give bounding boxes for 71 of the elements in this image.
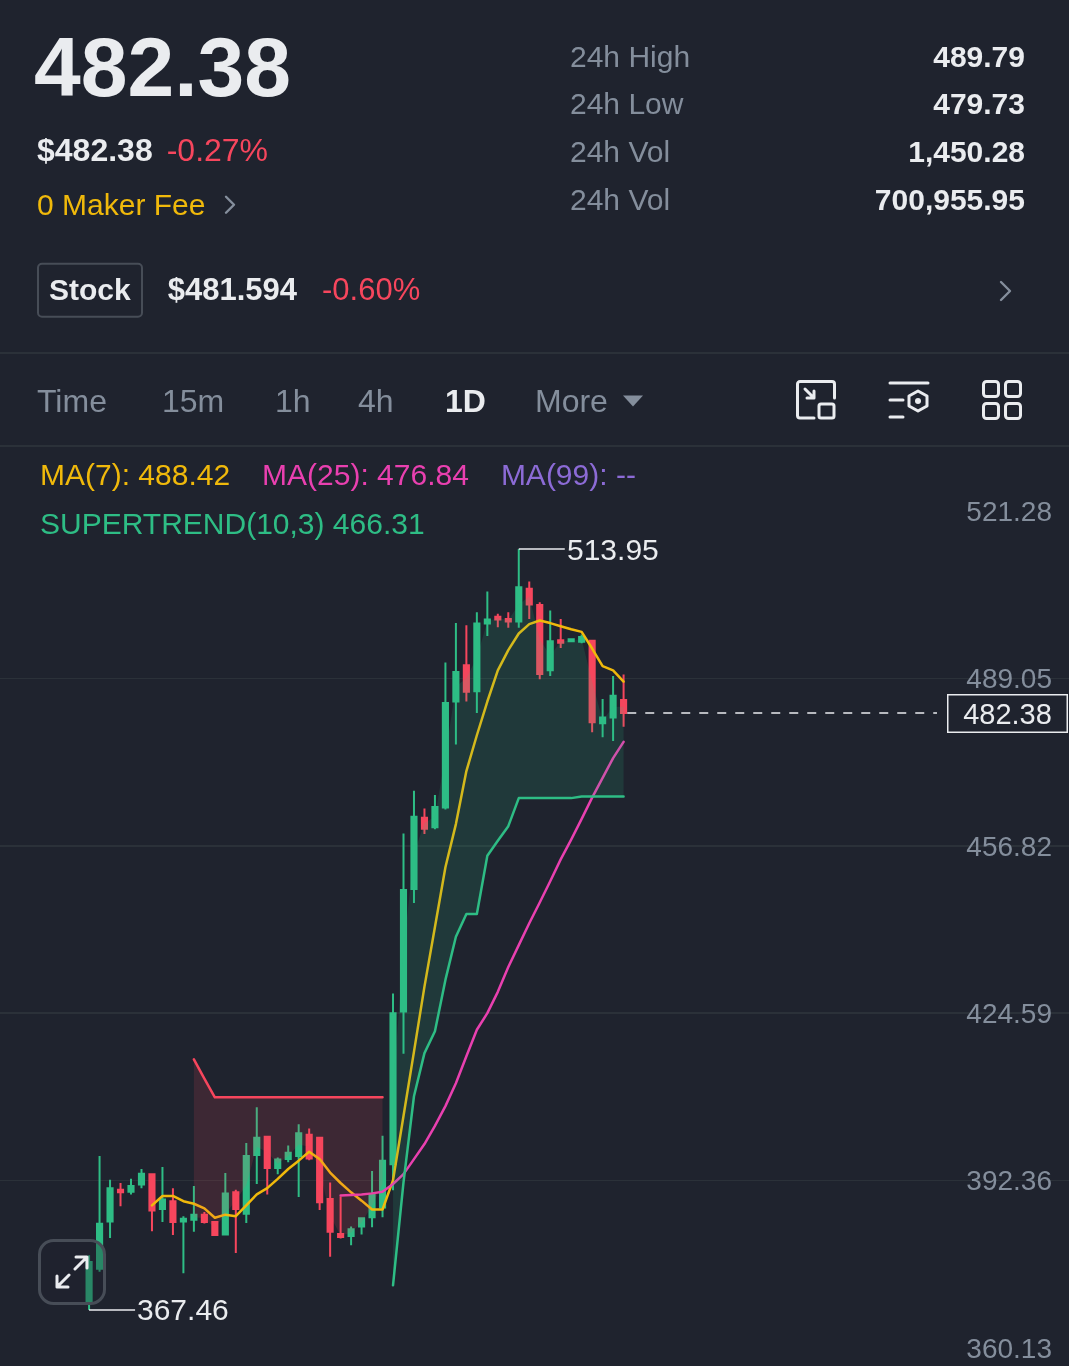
text: MA(25): 476.84 (262, 457, 469, 493)
text: -0.27% (166, 131, 269, 169)
text: SUPERTREND(10,3) 466.31 (40, 506, 425, 542)
annotation: 513.95 (567, 533, 659, 566)
candlestick (620, 673, 628, 728)
candlestick (473, 611, 481, 714)
y-tick-label: 360.13 (966, 1332, 1052, 1364)
candlestick (452, 622, 460, 746)
text: 700,955.95 (874, 182, 1025, 218)
candlestick (190, 1185, 198, 1233)
candlestick (106, 1178, 114, 1240)
candlestick (263, 1134, 271, 1196)
text: $482.38 (37, 131, 153, 169)
text: 24h High (570, 39, 691, 75)
candlestick (232, 1188, 240, 1255)
y-tick-label: 424.59 (966, 998, 1052, 1029)
text: 24h Vol (570, 134, 671, 170)
text: -0.60% (322, 272, 421, 308)
candlestick (378, 1134, 387, 1219)
candlestick (389, 992, 397, 1192)
line-series (339, 740, 625, 1197)
text: 1h (275, 382, 311, 420)
candlestick (557, 617, 565, 650)
candlestick (179, 1215, 187, 1275)
y-tick-label: 392.36 (966, 1165, 1052, 1197)
candlestick (609, 675, 617, 742)
text: Time (37, 382, 107, 420)
y-tick-label: 521.28 (966, 495, 1052, 527)
text: 4h (358, 382, 394, 420)
candlestick (431, 794, 439, 831)
text: More (535, 382, 608, 420)
text: 1,450.28 (908, 134, 1025, 170)
text: 479.73 (933, 86, 1025, 122)
text: 24h Vol (570, 182, 671, 218)
candlestick (599, 697, 607, 739)
candlestick (158, 1165, 167, 1223)
candlestick (410, 789, 418, 905)
candlestick (337, 1195, 345, 1240)
text: 15m (162, 382, 225, 420)
candlestick (148, 1173, 156, 1233)
line-series (150, 619, 625, 1220)
candlestick (127, 1177, 135, 1196)
y-tick-label: 456.82 (966, 830, 1052, 862)
text: Stock (37, 262, 143, 318)
candlestick (316, 1135, 324, 1211)
chart-title: 482.38 (34, 19, 291, 114)
candlestick (399, 832, 408, 1055)
candlestick (274, 1158, 282, 1176)
candlestick (494, 612, 502, 629)
text: MA(7): 488.42 (40, 457, 231, 493)
annotation: 367.46 (137, 1293, 229, 1326)
candlestick (546, 609, 554, 678)
text: 1D (445, 382, 486, 420)
candlestick (326, 1181, 334, 1258)
y-tick-label: 489.05 (966, 663, 1052, 695)
line-series (391, 795, 625, 1287)
ref-line-label: 482.38 (963, 697, 1052, 730)
text: 489.79 (933, 39, 1025, 75)
candlestick (200, 1211, 208, 1225)
candlestick (116, 1181, 125, 1208)
candlestick (169, 1187, 177, 1236)
candlestick (483, 590, 491, 638)
candlestick (515, 548, 523, 629)
legend-label: MA(99): -- (500, 457, 636, 493)
candlestick (358, 1217, 366, 1236)
text: 24h Low (570, 86, 684, 122)
candlestick (137, 1167, 146, 1190)
text: $481.594 (167, 272, 298, 308)
candlestick (441, 661, 449, 811)
candlestick (211, 1219, 219, 1237)
text: 0 Maker Fee (37, 187, 206, 223)
